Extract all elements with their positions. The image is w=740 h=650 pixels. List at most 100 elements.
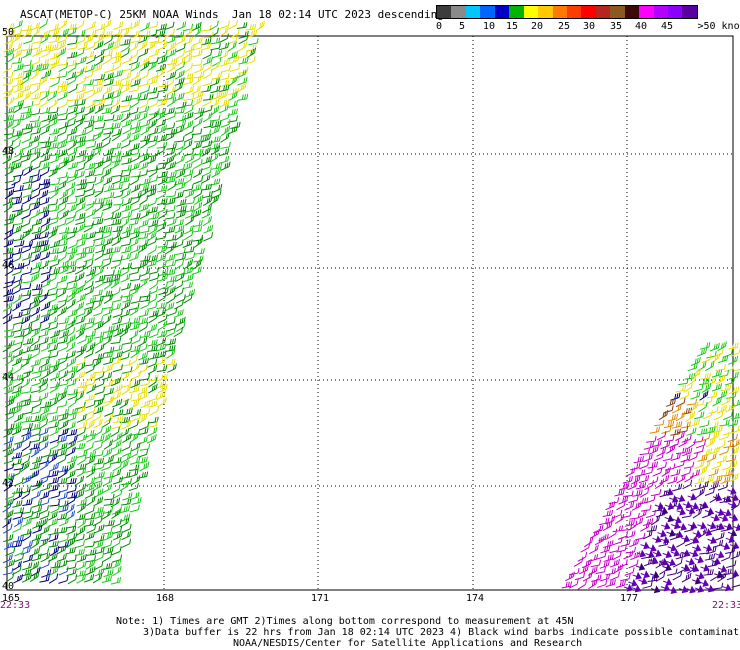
wind-barb	[39, 460, 50, 471]
wind-barb	[707, 521, 717, 530]
wind-barb	[157, 320, 168, 331]
wind-barb	[12, 225, 23, 235]
wind-barb	[21, 134, 32, 144]
legend-label: 45	[660, 21, 674, 32]
wind-barb	[57, 526, 68, 534]
wind-barb	[148, 111, 158, 122]
wind-barb	[94, 98, 106, 107]
wind-barb	[699, 420, 710, 428]
wind-barb	[148, 224, 158, 235]
wind-barb	[632, 489, 643, 497]
time-right: 22:33	[712, 600, 740, 611]
wind-barb	[75, 217, 86, 225]
wind-barb	[31, 283, 43, 291]
wind-barb	[111, 175, 122, 185]
wind-barb	[729, 493, 740, 502]
wind-barb	[38, 18, 49, 30]
wind-barb	[149, 406, 159, 416]
wind-barb	[149, 48, 160, 58]
wind-barb	[13, 148, 24, 158]
wind-barb	[47, 336, 58, 345]
wind-barb	[4, 35, 15, 45]
wind-barb	[58, 226, 70, 235]
wind-barb	[140, 119, 151, 128]
wind-barb	[92, 146, 102, 157]
wind-barb	[227, 41, 237, 52]
wind-barb	[57, 171, 68, 179]
wind-barb	[211, 162, 223, 170]
wind-barb	[128, 148, 140, 156]
wind-barb	[11, 274, 22, 284]
wind-barb	[56, 47, 67, 58]
wind-barb	[122, 393, 133, 403]
wind-barb	[175, 181, 186, 191]
wind-barb	[130, 274, 141, 282]
time-left: 22:33	[0, 600, 31, 611]
wind-barb	[148, 309, 159, 318]
wind-barb	[66, 59, 77, 67]
wind-barb	[41, 70, 52, 79]
wind-barb	[608, 497, 620, 504]
wind-barb	[147, 426, 158, 437]
wind-barb	[103, 279, 113, 290]
wind-barb	[140, 267, 151, 277]
wind-barb	[130, 112, 141, 122]
wind-barb	[74, 301, 85, 312]
legend-swatch	[437, 6, 452, 18]
wind-barb	[219, 20, 230, 30]
wind-barb	[202, 62, 213, 73]
wind-barb	[11, 175, 22, 186]
wind-barb	[237, 76, 248, 86]
wind-barb	[11, 325, 23, 333]
wind-barb	[39, 34, 49, 44]
wind-barb	[48, 414, 59, 423]
wind-barb	[47, 228, 58, 240]
wind-barb	[147, 323, 158, 333]
wind-barb	[29, 169, 40, 178]
wind-barb	[93, 295, 104, 303]
wind-barb	[102, 154, 113, 164]
wind-barb	[65, 252, 75, 263]
wind-barb	[643, 441, 655, 450]
lat-tick-label: 44	[2, 372, 14, 383]
wind-barb	[715, 364, 726, 371]
wind-barb	[248, 37, 259, 46]
wind-barb	[66, 23, 77, 31]
wind-barb	[672, 557, 683, 568]
wind-barb	[67, 94, 79, 102]
wind-barb	[48, 476, 60, 485]
wind-barb	[138, 309, 149, 318]
wind-barb	[662, 550, 672, 559]
wind-barb	[165, 147, 176, 157]
legend-swatch	[610, 6, 625, 18]
wind-barb	[129, 252, 140, 262]
wind-barb	[659, 564, 669, 575]
wind-barb	[690, 356, 701, 366]
wind-barb	[129, 142, 140, 151]
wind-barb	[104, 64, 115, 74]
wind-barb	[202, 203, 212, 214]
wind-barb	[74, 117, 84, 129]
wind-barb	[38, 456, 49, 465]
wind-barb	[111, 28, 123, 37]
wind-barb	[165, 253, 176, 262]
wind-barb	[49, 204, 60, 213]
wind-barb	[615, 580, 626, 589]
wind-barb	[192, 36, 203, 46]
wind-barb	[13, 317, 24, 326]
wind-barb	[84, 505, 95, 515]
wind-barb	[49, 178, 61, 186]
wind-barb	[12, 293, 23, 304]
wind-barb	[166, 48, 177, 58]
wind-barb	[166, 142, 177, 150]
wind-barb	[74, 548, 85, 557]
wind-barb	[183, 148, 195, 157]
wind-barb	[103, 387, 114, 396]
wind-barb	[111, 79, 122, 87]
wind-barb	[149, 273, 160, 282]
wind-barb	[94, 435, 105, 443]
wind-barb	[57, 85, 68, 94]
wind-barb	[76, 85, 87, 94]
wind-barb	[14, 330, 25, 338]
wind-barb	[165, 77, 175, 88]
